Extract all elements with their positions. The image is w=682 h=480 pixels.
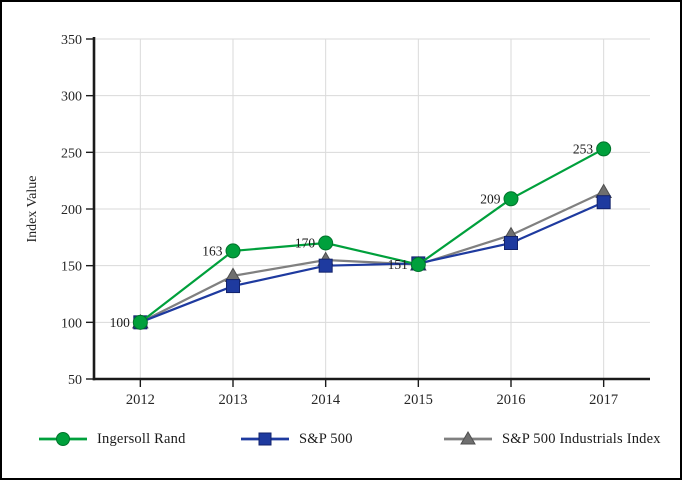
svg-text:209: 209 (480, 191, 501, 206)
legend-item-sp500-industrials: S&P 500 Industrials Index (443, 428, 661, 450)
svg-text:151: 151 (388, 257, 408, 272)
svg-text:200: 200 (61, 203, 82, 218)
legend-triangle-marker-icon (444, 431, 492, 445)
svg-text:253: 253 (573, 141, 594, 156)
legend-label-ingersoll-rand: Ingersoll Rand (97, 430, 186, 447)
svg-text:170: 170 (295, 236, 316, 251)
svg-text:2014: 2014 (311, 392, 341, 408)
legend-circle-marker-icon (39, 432, 87, 446)
svg-text:2012: 2012 (126, 392, 155, 408)
svg-text:163: 163 (202, 243, 223, 258)
legend-item-ingersoll-rand: Ingersoll Rand (38, 428, 186, 450)
svg-text:150: 150 (61, 260, 82, 275)
svg-text:2016: 2016 (497, 392, 526, 408)
svg-text:100: 100 (61, 316, 82, 331)
svg-text:2017: 2017 (589, 392, 618, 408)
svg-text:250: 250 (61, 146, 82, 161)
svg-text:2013: 2013 (219, 392, 248, 408)
legend-label-sp500-industrials: S&P 500 Industrials Index (502, 430, 661, 447)
svg-text:50: 50 (68, 373, 82, 388)
legend-square-marker-icon (241, 432, 289, 446)
legend-item-sp500: S&P 500 (240, 428, 353, 450)
svg-text:350: 350 (61, 33, 82, 48)
legend-label-sp500: S&P 500 (299, 430, 353, 447)
svg-text:100: 100 (110, 315, 131, 330)
svg-text:300: 300 (61, 90, 82, 105)
chart-legend: Ingersoll Rand S&P 500 S&P 500 Industria… (2, 428, 680, 462)
svg-text:Index Value: Index Value (25, 176, 40, 243)
svg-text:2015: 2015 (404, 392, 433, 408)
line-chart-plot-area: 50 100 150 200 250 300 350 2012 2013 2014 2015 2016… (25, 33, 650, 408)
